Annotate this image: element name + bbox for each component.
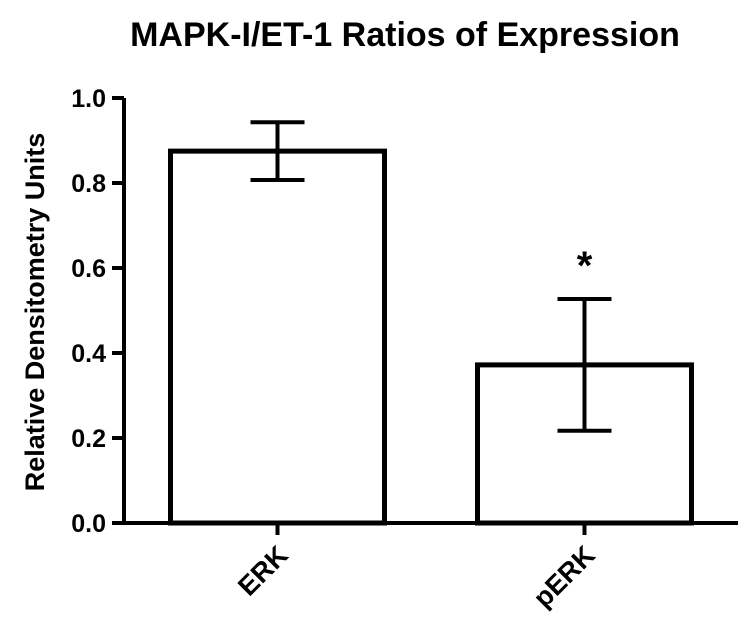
x-tick-label: ERK — [232, 540, 294, 602]
significance-marker: * — [577, 244, 593, 288]
y-tick-label: 0.4 — [71, 340, 106, 368]
chart-title: MAPK-I/ET-1 Ratios of Expression — [130, 16, 680, 54]
y-tick-label: 0.2 — [71, 425, 106, 453]
y-tick-label: 0.8 — [71, 170, 106, 198]
bar — [168, 148, 387, 526]
y-tick-label: 0.0 — [71, 510, 106, 538]
y-tick-label: 1.0 — [71, 85, 106, 113]
y-tick-label: 0.6 — [71, 255, 106, 283]
x-tick-label: pERK — [528, 540, 602, 614]
y-axis-label: Relative Densitometry Units — [20, 133, 50, 492]
plot-area: 0.0 0.2 0.4 0.6 0.8 1.0 ERK pERK * — [71, 85, 738, 613]
